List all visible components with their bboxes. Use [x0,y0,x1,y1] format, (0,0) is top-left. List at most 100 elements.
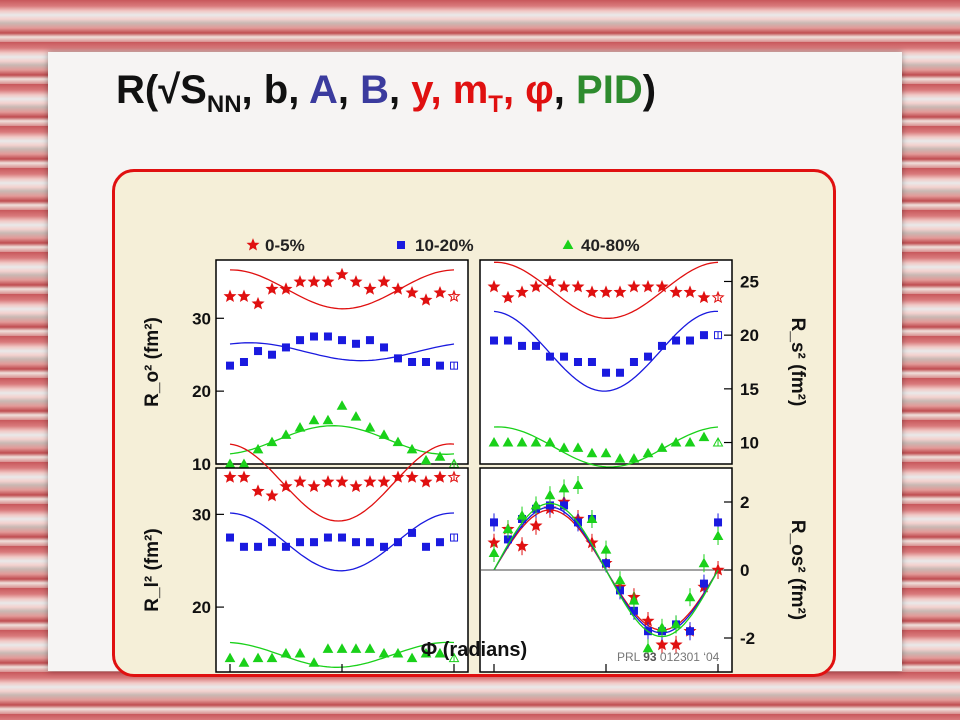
data-point [406,652,418,663]
legend-marker-2 [397,241,405,249]
data-point [239,358,248,366]
data-point [711,290,725,304]
panel-Rs2: 10 15 20 25 R_s² (fm²) [479,259,808,468]
data-point [490,336,498,345]
data-point [487,279,501,293]
data-point [450,533,459,542]
data-point [293,275,307,288]
data-point [419,475,433,488]
data-point [573,358,582,366]
data-point [447,470,461,483]
data-point [378,647,390,658]
data-point [224,652,236,663]
data-point [656,622,668,632]
citation: PRL 93 012301 ‘04 [617,650,720,664]
data-point [515,539,529,552]
data-point [408,358,417,366]
data-point [365,538,374,547]
data-point [447,289,461,303]
y-axis-label: R_l² (fm²) [142,528,163,611]
data-point [686,627,695,636]
data-point [433,285,447,299]
data-point [435,538,444,547]
data-point [393,354,402,363]
data-point [515,285,529,298]
data-point [614,453,626,463]
data-point [335,267,349,281]
data-point [599,285,613,298]
data-point [448,652,460,663]
data-point [670,437,682,447]
y-tick-label: 2 [740,493,749,512]
data-point [600,544,612,554]
y-tick-label: 15 [740,380,759,399]
data-point [628,453,640,463]
data-point [529,279,543,293]
data-point [420,454,432,465]
data-point [502,437,514,447]
data-point [308,657,320,667]
data-point [434,647,446,658]
data-point [642,642,654,653]
y-tick-label: 20 [740,326,759,345]
data-point [336,400,348,410]
data-point [699,331,708,340]
data-point [308,414,320,425]
fit-curve-2 [493,310,718,392]
data-point [571,279,585,293]
y-tick-label: 10 [192,455,211,474]
data-point [698,557,710,568]
data-point [349,275,363,288]
data-point [254,542,263,551]
data-point [488,547,500,557]
data-point [237,470,251,483]
data-point [223,289,237,303]
data-point [435,361,444,370]
data-point [697,290,711,304]
data-point [279,479,293,493]
data-point [558,442,570,452]
data-point [294,647,306,658]
data-point [557,279,571,293]
y-axis-label: R_s² (fm²) [787,318,808,407]
data-point [644,352,653,361]
data-point [420,647,432,658]
fit-curve-1 [494,261,719,319]
data-point [712,530,724,540]
data-point [488,437,500,447]
data-point [405,285,419,299]
data-point [251,296,265,310]
data-point [392,647,404,658]
data-point [684,591,696,602]
data-point [364,643,376,653]
panel-frame [215,467,469,673]
data-point [321,275,335,288]
legend-label-2: 10-20% [415,236,474,255]
data-point [543,274,557,287]
data-point [600,447,612,458]
data-point [226,533,234,542]
data-point [714,331,723,340]
fit-curve-1 [229,443,455,522]
data-point [322,643,334,653]
data-point [422,542,431,551]
data-point [377,275,391,288]
data-point [669,285,683,298]
y-axis-label: R_os² (fm²) [787,520,808,620]
data-point [321,475,335,488]
data-point [322,414,334,425]
data-point [408,528,417,537]
data-point [338,533,347,542]
data-point [294,422,306,432]
data-point [602,368,611,377]
y-tick-label: 20 [192,598,211,617]
data-point [336,643,348,653]
data-point [280,429,292,439]
data-point [307,275,321,288]
data-point [422,358,431,366]
data-point [628,595,640,605]
y-tick-label: -2 [740,629,755,648]
data-point [391,470,405,483]
